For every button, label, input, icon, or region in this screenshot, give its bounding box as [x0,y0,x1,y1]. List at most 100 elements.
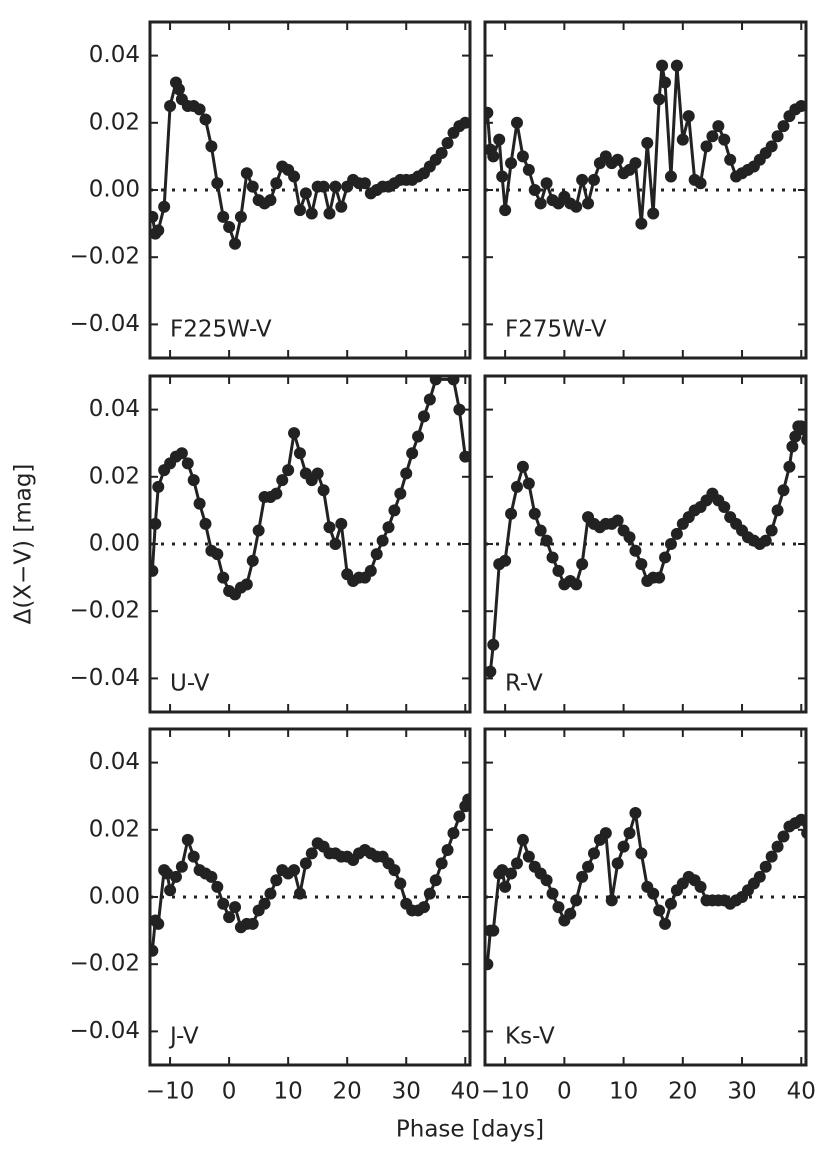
data-point [150,517,162,530]
data-point [771,130,784,143]
data-point [193,103,206,116]
panel: −0.04 −0.02 0.00 0.02 0.04 F225W-V [70,20,472,360]
data-point [288,170,301,183]
data-point [305,847,318,860]
data-point [641,136,654,149]
data-point [187,474,200,487]
data-point [205,870,218,883]
data-point [635,558,648,571]
panel: −0.04 −0.02 0.00 0.02 0.04 −10 0 10 20 30 40 J-V [70,727,480,1105]
panel-frame [483,20,808,360]
data-point [700,140,713,153]
data-point [299,857,312,870]
data-point [629,807,642,819]
data-point [528,507,541,520]
data-point [647,207,660,220]
data-point [664,170,677,183]
data-point [229,237,242,250]
data-point [400,467,413,480]
data-point [570,200,583,213]
data-point [587,847,600,860]
series-line [150,377,467,597]
y-tick-label: −0.02 [70,598,140,624]
data-point [252,524,265,537]
data-point [623,531,636,544]
data-point [765,524,778,537]
data-point [485,106,494,119]
data-point [759,860,772,873]
data-point [528,184,541,196]
data-point [172,83,185,96]
data-point [258,897,271,910]
data-point [217,210,230,223]
panel: F275W-V [483,20,808,360]
data-point [777,120,790,133]
panel-label: R-V [505,671,543,697]
data-point [264,887,277,900]
panel-frame [148,20,472,360]
data-point [510,116,523,129]
data-point [487,924,500,937]
data-point [534,524,547,537]
data-point [211,177,224,190]
data-point [423,887,436,900]
y-tick-label: 0.04 [89,42,140,68]
data-point [795,100,806,112]
data-point [694,177,707,190]
data-point [777,830,790,843]
data-point [270,177,283,190]
data-point [487,150,500,163]
data-point [582,860,595,873]
y-tick-label: 0.02 [89,463,140,489]
y-tick-label: 0.02 [89,109,140,135]
data-point [605,894,618,907]
data-point [217,897,230,910]
data-point [288,427,301,440]
data-point [152,224,165,237]
data-point [217,571,230,584]
data-point [522,850,535,863]
y-axis-label: Δ(X−V) [mag] [11,464,37,625]
data-point [653,571,666,584]
data-point [635,217,648,230]
data-point [783,460,796,473]
data-point [496,170,509,183]
data-point [229,901,242,914]
data-point [175,447,188,460]
data-point [299,187,312,200]
data-point [540,534,553,547]
x-tick-label: 10 [609,1079,638,1105]
panel: R-V [483,374,808,714]
panel-label: F275W-V [505,317,607,343]
data-point [499,880,512,893]
data-point [505,867,518,880]
data-point [435,857,448,870]
plot-area [150,76,470,250]
data-point [223,911,236,924]
data-point [193,497,206,510]
data-point [317,180,330,193]
data-point [429,874,442,887]
data-point [499,554,512,567]
data-point [181,457,194,470]
y-tick-label: −0.04 [70,311,140,337]
plot-area [150,376,470,601]
data-point [647,887,660,900]
data-point [753,870,766,883]
data-point [453,810,466,823]
data-point [552,564,565,577]
data-point [364,564,377,577]
data-point [765,850,778,863]
data-point [706,130,719,143]
data-point [264,194,277,207]
panel-label: F225W-V [170,317,272,343]
data-point [370,548,383,561]
data-point [429,376,442,386]
data-point [664,538,677,550]
panel-label: U-V [170,671,210,697]
data-point [459,450,470,463]
x-tick-label: 0 [557,1079,572,1105]
data-point [293,887,306,900]
y-tick-label: 0.00 [89,531,140,557]
data-point [670,527,683,540]
